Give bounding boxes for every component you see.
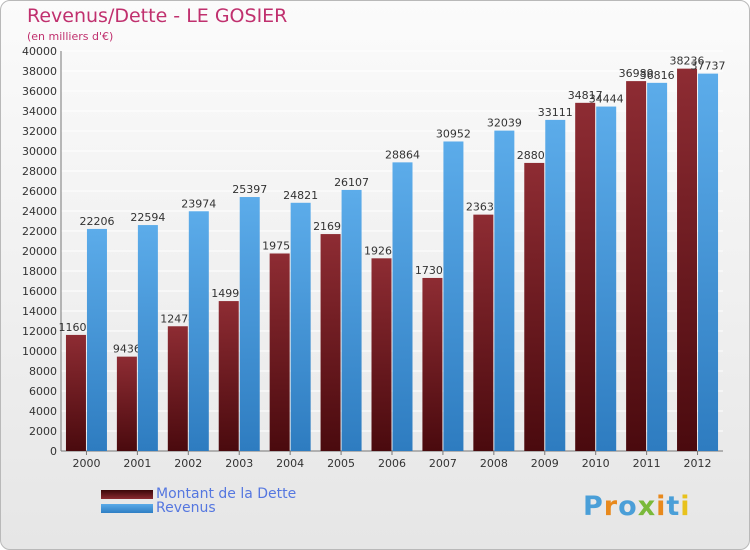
- y-tick-label: 26000: [22, 185, 57, 198]
- y-tick-label: 16000: [22, 285, 57, 298]
- data-label-dette: 21693: [313, 220, 348, 233]
- legend-item-revenus: Revenus: [101, 500, 296, 516]
- data-label-revenus: 30952: [436, 127, 471, 140]
- bar-dette: [269, 253, 290, 451]
- bar-dette: [65, 334, 86, 451]
- y-tick-label: 6000: [29, 385, 57, 398]
- y-tick-label: 14000: [22, 305, 57, 318]
- data-label-revenus: 34444: [589, 93, 624, 106]
- x-tick-label: 2003: [225, 457, 253, 470]
- data-label-revenus: 22594: [130, 211, 165, 224]
- brand-logo: Proxiti: [583, 491, 691, 522]
- bar-dette: [422, 277, 443, 451]
- legend: Montant de la Dette Revenus: [101, 486, 297, 516]
- bar-revenus: [596, 106, 617, 451]
- legend-swatch-revenus: [101, 503, 153, 513]
- bar-revenus: [698, 73, 719, 451]
- data-label-revenus: 33111: [538, 106, 573, 119]
- data-label-revenus: 36816: [640, 69, 675, 82]
- data-label-dette: 19268: [364, 244, 399, 257]
- y-tick-label: 18000: [22, 265, 57, 278]
- y-tick-label: 40000: [22, 45, 57, 58]
- y-tick-label: 0: [50, 445, 57, 458]
- bar-dette: [524, 162, 545, 452]
- y-tick-label: 32000: [22, 125, 57, 138]
- y-tick-label: 10000: [22, 345, 57, 358]
- bar-dette: [626, 81, 647, 452]
- y-tick-label: 12000: [22, 325, 57, 338]
- x-tick-label: 2012: [684, 457, 712, 470]
- data-label-dette: 28808: [517, 149, 552, 162]
- data-label-dette: 36989: [619, 67, 654, 80]
- data-label-revenus: 23974: [181, 197, 216, 210]
- bar-revenus: [239, 197, 260, 451]
- x-tick-label: 2001: [123, 457, 151, 470]
- data-label-revenus: 26107: [334, 176, 369, 189]
- data-label-revenus: 22206: [79, 215, 114, 228]
- data-label-dette: 14992: [211, 287, 246, 300]
- x-tick-label: 2004: [276, 457, 304, 470]
- data-label-dette: 9436: [113, 343, 141, 356]
- data-label-revenus: 25397: [232, 183, 267, 196]
- bar-dette: [371, 258, 392, 451]
- y-tick-label: 30000: [22, 145, 57, 158]
- bar-revenus: [392, 162, 413, 452]
- bar-dette: [575, 102, 596, 451]
- data-label-dette: 11608: [58, 321, 93, 334]
- x-tick-label: 2005: [327, 457, 355, 470]
- bar-dette: [116, 356, 137, 451]
- bar-dette: [473, 214, 494, 451]
- x-tick-label: 2011: [633, 457, 661, 470]
- bar-revenus: [494, 130, 515, 452]
- x-tick-label: 2008: [480, 457, 508, 470]
- legend-label-dette: Montant de la Dette: [156, 486, 297, 502]
- bar-revenus: [647, 82, 668, 451]
- data-label-dette: 19751: [262, 239, 297, 252]
- chart-subtitle: (en milliers d'€): [27, 30, 114, 43]
- bar-revenus: [341, 189, 362, 451]
- bar-revenus: [137, 225, 158, 451]
- bar-revenus: [86, 228, 107, 451]
- bar-dette: [167, 326, 188, 451]
- y-tick-label: 8000: [29, 365, 57, 378]
- y-tick-label: 2000: [29, 425, 57, 438]
- data-label-dette: 38236: [670, 55, 705, 68]
- y-tick-label: 20000: [22, 245, 57, 258]
- bar-revenus: [290, 202, 311, 451]
- y-tick-label: 4000: [29, 405, 57, 418]
- bar-dette: [677, 68, 698, 451]
- x-tick-label: 2002: [174, 457, 202, 470]
- y-tick-label: 24000: [22, 205, 57, 218]
- bar-dette: [320, 234, 341, 451]
- data-label-dette: 34817: [568, 89, 603, 102]
- legend-label-revenus: Revenus: [156, 500, 216, 516]
- legend-item-dette: Montant de la Dette: [101, 486, 297, 502]
- y-tick-label: 28000: [22, 165, 57, 178]
- chart-title: Revenus/Dette - LE GOSIER: [27, 5, 288, 27]
- y-tick-label: 36000: [22, 85, 57, 98]
- y-tick-label: 22000: [22, 225, 57, 238]
- y-tick-label: 34000: [22, 105, 57, 118]
- x-tick-label: 2006: [378, 457, 406, 470]
- data-label-dette: 17305: [415, 264, 450, 277]
- y-tick-label: 38000: [22, 65, 57, 78]
- bar-revenus: [545, 119, 566, 451]
- data-label-dette: 23637: [466, 201, 501, 214]
- data-label-revenus: 37737: [691, 60, 726, 73]
- data-label-revenus: 24821: [283, 189, 318, 202]
- bar-revenus: [188, 211, 209, 451]
- x-tick-label: 2000: [72, 457, 100, 470]
- bar-revenus: [443, 141, 464, 452]
- x-tick-label: 2009: [531, 457, 559, 470]
- x-tick-label: 2007: [429, 457, 457, 470]
- data-label-revenus: 32039: [487, 117, 522, 130]
- data-label-revenus: 28864: [385, 148, 420, 161]
- x-tick-label: 2010: [582, 457, 610, 470]
- data-label-dette: 12474: [160, 312, 195, 325]
- bar-dette: [218, 301, 239, 451]
- legend-swatch-dette: [101, 489, 153, 499]
